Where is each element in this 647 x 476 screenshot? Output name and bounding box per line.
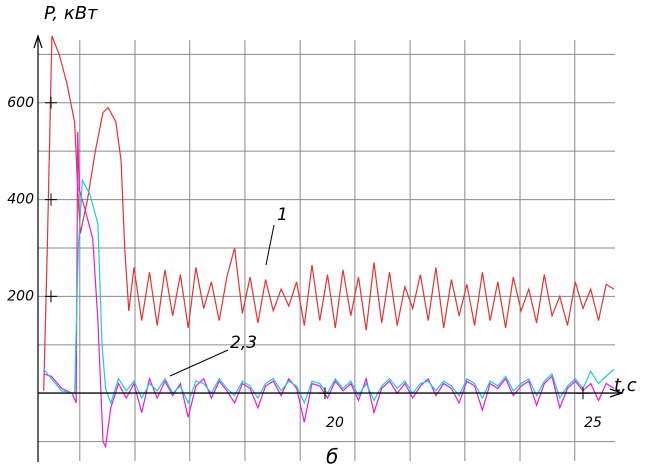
y-tick-mark xyxy=(45,96,57,109)
x-tick-label: 20 xyxy=(326,415,344,431)
y-tick-mark xyxy=(45,193,57,206)
y-tick-label: 400 xyxy=(7,192,34,208)
figure-label: б xyxy=(326,445,338,469)
annotation: 1 xyxy=(277,205,288,225)
y-axis-arrow xyxy=(33,34,43,49)
x-tick-label: 25 xyxy=(584,415,602,431)
ticks: 200 400 600 20 25 xyxy=(7,95,602,431)
x-tick-mark xyxy=(577,387,590,400)
annotation: 2,3 xyxy=(230,333,257,353)
plot-lines xyxy=(43,35,615,449)
series-line xyxy=(43,131,615,449)
leader-line xyxy=(265,224,275,266)
series-line xyxy=(43,178,615,405)
y-axis-label: P, кВт xyxy=(44,3,98,24)
y-tick-mark xyxy=(45,290,57,303)
y-tick-label: 200 xyxy=(7,288,34,304)
x-tick-mark xyxy=(318,387,331,400)
series-line xyxy=(43,35,615,391)
leader-line xyxy=(169,349,229,377)
x-axis-label: t,c xyxy=(614,375,637,396)
y-tick-label: 600 xyxy=(7,95,34,111)
x-axis-arrow xyxy=(609,388,624,398)
